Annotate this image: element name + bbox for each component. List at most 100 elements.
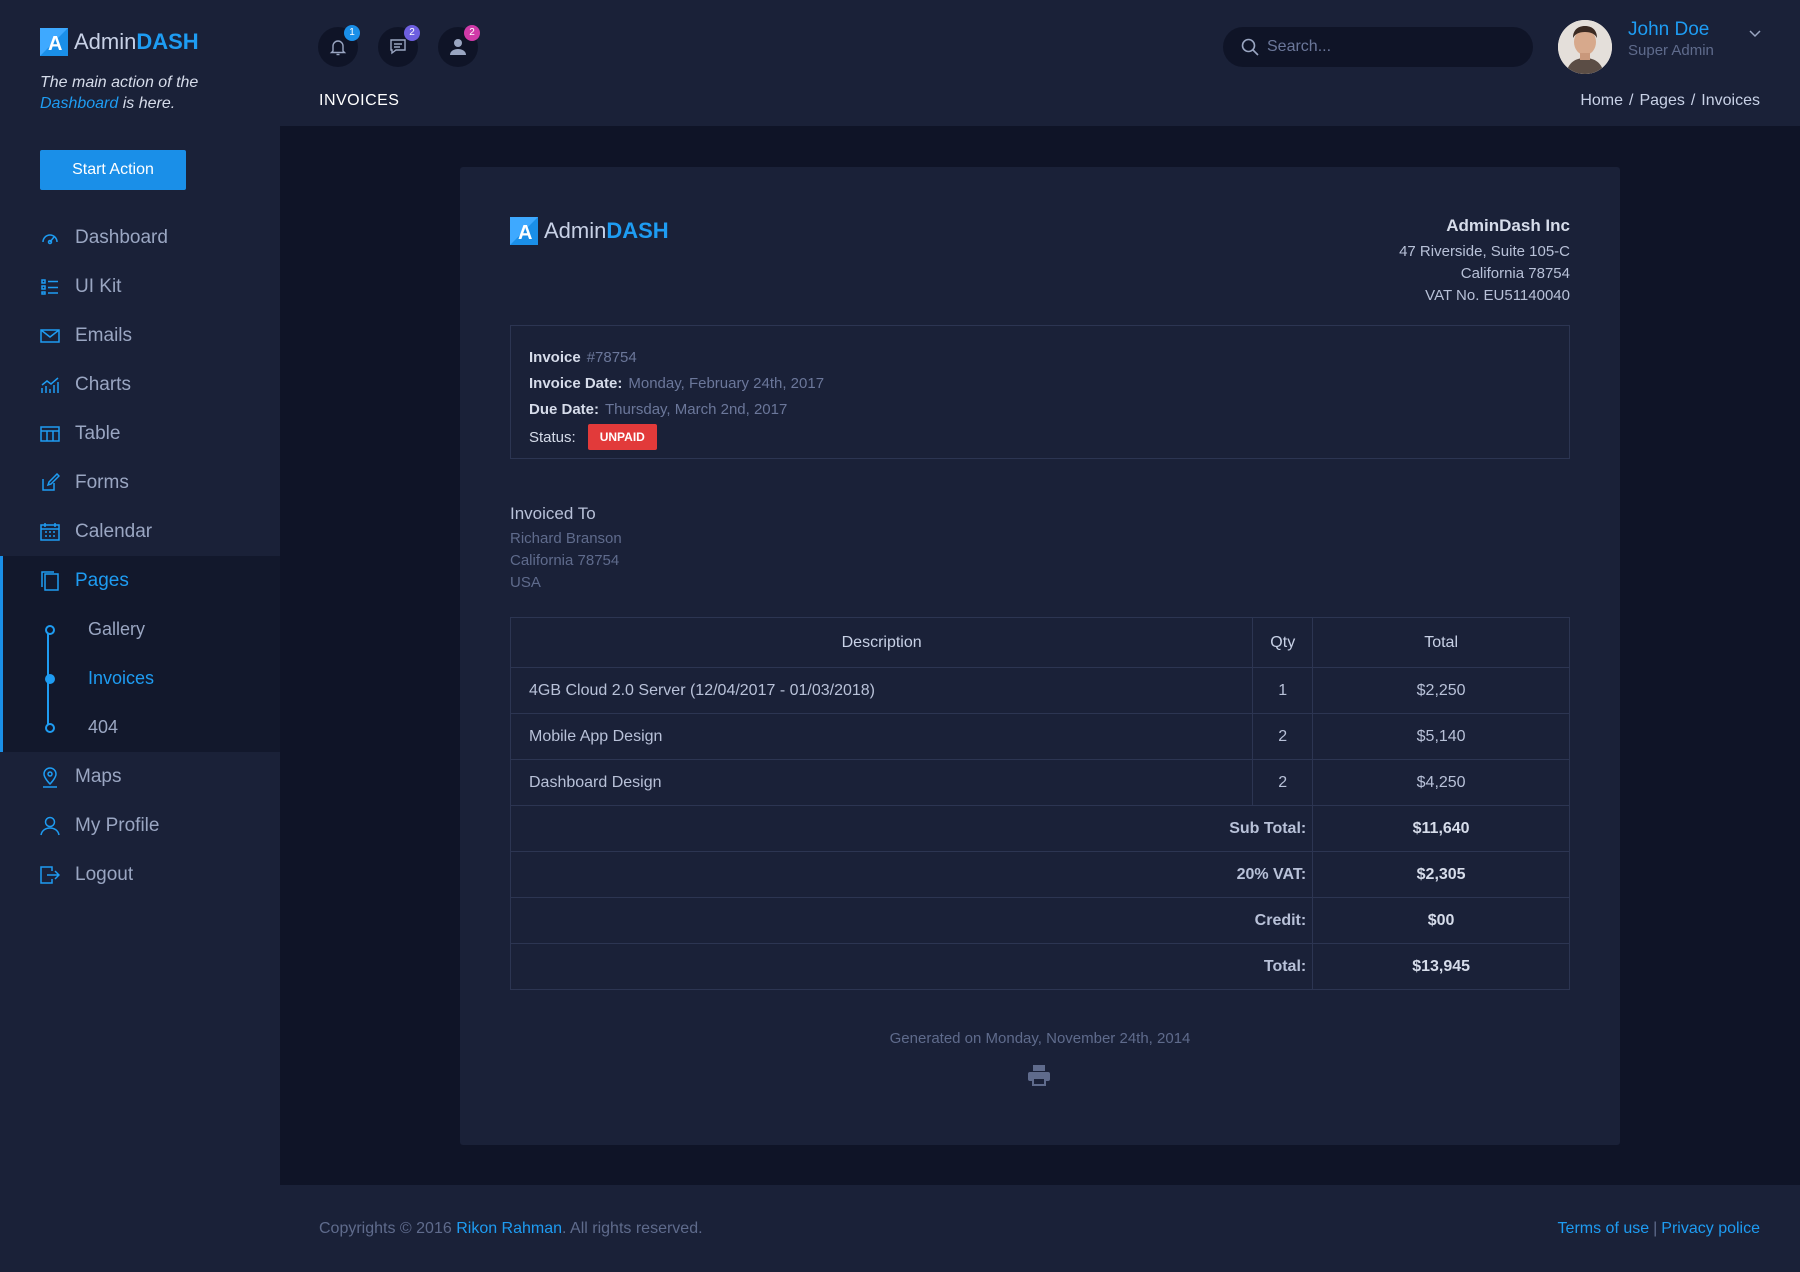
- chat-icon: [390, 39, 406, 55]
- invoice-card: A AdminDASH AdminDash Inc 47 Riverside, …: [460, 167, 1620, 1145]
- item-qty: 2: [1252, 759, 1314, 806]
- item-total: $4,250: [1312, 759, 1570, 806]
- table-icon: [40, 424, 60, 444]
- copyright: Copyrights © 2016 Rikon Rahman. All righ…: [319, 1220, 703, 1237]
- client-country: USA: [510, 574, 541, 591]
- sidebar-item-emails[interactable]: Emails: [0, 311, 280, 360]
- item-total: $5,140: [1312, 713, 1570, 760]
- top-header: 1 2 2 John Doe Super Admin INVOICES Home…: [280, 0, 1800, 126]
- sidebar-item-maps[interactable]: Maps: [0, 752, 280, 801]
- column-header-description: Description: [509, 617, 1254, 668]
- print-icon[interactable]: [1027, 1064, 1051, 1090]
- summary-label: Sub Total:: [509, 805, 1314, 852]
- generated-note: Generated on Monday, November 24th, 2014: [889, 1030, 1191, 1047]
- submenu-dot: [45, 723, 55, 733]
- sidebar-tagline: The main action of the Dashboard is here…: [40, 74, 199, 112]
- breadcrumb: Home / Pages / Invoices: [1580, 92, 1760, 109]
- item-description: Dashboard Design: [509, 759, 1254, 806]
- sidebar-item-dashboard[interactable]: Dashboard: [0, 213, 280, 262]
- sidebar-logo[interactable]: A AdminDASH: [40, 28, 199, 56]
- logo-icon: A: [40, 28, 68, 56]
- summary-value: $2,305: [1312, 851, 1570, 898]
- edit-icon: [40, 472, 60, 493]
- status-row: Status: UNPAID: [529, 422, 1551, 452]
- breadcrumb-invoices: Invoices: [1701, 92, 1760, 109]
- search-box: [1223, 27, 1533, 67]
- submenu-dot: [45, 625, 55, 635]
- sidebar-subitem-invoices[interactable]: Invoices: [88, 668, 155, 688]
- user-icon: [40, 816, 60, 836]
- client-name: Richard Branson: [510, 530, 622, 547]
- sidebar-item-pages[interactable]: Pages: [3, 556, 280, 605]
- company-address: AdminDash Inc 47 Riverside, Suite 105-C …: [1399, 215, 1570, 307]
- list-icon: [40, 277, 60, 297]
- subtotal-row: Sub Total: $11,640: [509, 805, 1570, 852]
- messages-badge: 2: [404, 25, 420, 41]
- sidebar: A AdminDASH The main action of the Dashb…: [0, 0, 280, 1272]
- notifications-button[interactable]: 1: [318, 25, 360, 67]
- summary-value: $00: [1312, 897, 1570, 944]
- item-description: Mobile App Design: [509, 713, 1254, 760]
- pages-group: Pages Gallery Invoices 404: [0, 556, 280, 752]
- company-address-line: 47 Riverside, Suite 105-C: [1399, 243, 1570, 260]
- logout-icon: [40, 865, 60, 885]
- person-icon: [450, 39, 466, 55]
- sidebar-item-calendar[interactable]: Calendar: [0, 507, 280, 556]
- invoiced-to: Invoiced To Richard Branson California 7…: [510, 504, 622, 594]
- search-input[interactable]: [1267, 38, 1517, 56]
- chevron-down-icon[interactable]: [1748, 24, 1762, 43]
- map-pin-icon: [40, 766, 60, 788]
- user-name[interactable]: John Doe: [1628, 19, 1710, 40]
- sidebar-item-charts[interactable]: Charts: [0, 360, 280, 409]
- pages-icon: [40, 570, 60, 591]
- sidebar-item-logout[interactable]: Logout: [0, 850, 280, 899]
- item-total: $2,250: [1312, 667, 1570, 714]
- company-name: AdminDash Inc: [1446, 216, 1570, 235]
- company-vat: VAT No. EU51140040: [1425, 287, 1570, 304]
- start-action-button[interactable]: Start Action: [40, 150, 186, 190]
- sidebar-item-forms[interactable]: Forms: [0, 458, 280, 507]
- breadcrumb-home[interactable]: Home: [1580, 92, 1624, 109]
- summary-value: $13,945: [1312, 943, 1570, 990]
- invoiced-to-heading: Invoiced To: [510, 504, 596, 523]
- users-badge: 2: [464, 25, 480, 41]
- sidebar-subitem-gallery[interactable]: Gallery: [88, 619, 146, 639]
- sidebar-subitem-404[interactable]: 404: [88, 717, 119, 737]
- table-row: Dashboard Design 2 $4,250: [509, 759, 1570, 806]
- bell-icon: [329, 40, 347, 56]
- brand-name-bold: DASH: [136, 29, 199, 54]
- sidebar-item-my-profile[interactable]: My Profile: [0, 801, 280, 850]
- table-header-row: Description Qty Total: [509, 617, 1570, 668]
- summary-label: Credit:: [509, 897, 1314, 944]
- invoice-date-row: Invoice Date: Monday, February 24th, 2017: [529, 374, 825, 392]
- footer-links: Terms of use | Privacy police: [1557, 1220, 1760, 1237]
- item-description: 4GB Cloud 2.0 Server (12/04/2017 - 01/03…: [509, 667, 1254, 714]
- terms-link[interactable]: Terms of use: [1557, 1220, 1650, 1237]
- column-header-total: Total: [1312, 617, 1570, 668]
- invoice-number-row: Invoice #78754: [529, 348, 637, 366]
- brand-name-light: Admin: [74, 29, 137, 54]
- privacy-link[interactable]: Privacy police: [1661, 1220, 1760, 1237]
- total-row: Total: $13,945: [509, 943, 1570, 990]
- item-qty: 1: [1252, 667, 1314, 714]
- users-button[interactable]: 2: [438, 25, 480, 67]
- chart-icon: [40, 375, 60, 395]
- sidebar-item-ui-kit[interactable]: UI Kit: [0, 262, 280, 311]
- summary-label: 20% VAT:: [509, 851, 1314, 898]
- footer: Copyrights © 2016 Rikon Rahman. All righ…: [280, 1185, 1800, 1272]
- breadcrumb-pages[interactable]: Pages: [1639, 92, 1685, 109]
- summary-value: $11,640: [1312, 805, 1570, 852]
- avatar[interactable]: [1558, 20, 1612, 74]
- vat-row: 20% VAT: $2,305: [509, 851, 1570, 898]
- author-link[interactable]: Rikon Rahman: [456, 1220, 563, 1237]
- item-qty: 2: [1252, 713, 1314, 760]
- calendar-icon: [40, 522, 60, 542]
- client-address: California 78754: [510, 552, 620, 569]
- sidebar-item-table[interactable]: Table: [0, 409, 280, 458]
- submenu-dot-active: [45, 674, 55, 684]
- messages-button[interactable]: 2: [378, 25, 420, 67]
- table-row: 4GB Cloud 2.0 Server (12/04/2017 - 01/03…: [509, 667, 1570, 714]
- credit-row: Credit: $00: [509, 897, 1570, 944]
- search-icon: [1241, 38, 1259, 56]
- logo-icon: A: [510, 217, 538, 245]
